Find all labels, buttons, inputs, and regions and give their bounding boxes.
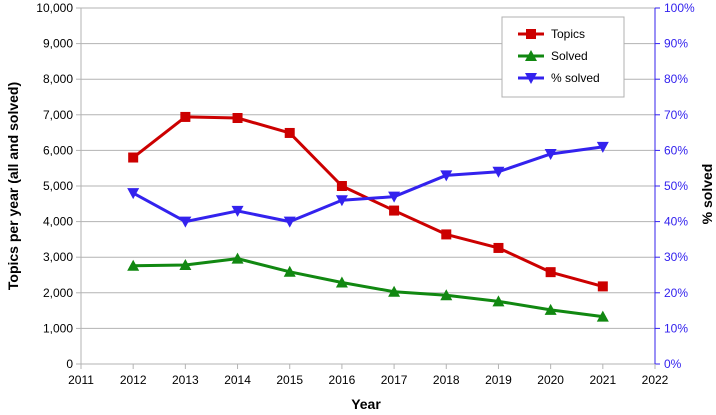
left-y-tick-label: 6,000 [43,143,73,157]
right-y-tick-label: 30% [664,250,688,264]
data-point [180,111,191,122]
data-point [545,267,556,278]
data-point [597,281,608,292]
series [127,111,609,322]
right-y-tick-label: 50% [664,179,688,193]
data-point [544,148,557,160]
data-point [440,170,453,182]
data-point [283,265,296,277]
left-y-tick-label: 9,000 [43,37,73,51]
x-tick-label: 2017 [381,373,408,387]
x-tick-label: 2018 [433,373,460,387]
right-y-tick-label: 10% [664,321,688,335]
left-y-tick-label: 3,000 [43,250,73,264]
data-point [283,216,296,228]
left-y-tick-label: 8,000 [43,72,73,86]
x-tick-labels: 2011 2012 2013 2014 2015 2016 2017 2018 2019 2020… [68,373,669,387]
x-axis-title: Year [351,396,381,412]
data-point [441,229,452,240]
right-y-tick-labels: 0% 10% 20% 30% 40% 50% 60% 70% 80% 90% 100% [664,1,695,371]
series-line [133,257,604,319]
x-tick-label: 2011 [68,373,94,387]
x-tick-label: 2012 [120,373,147,387]
left-y-tick-label: 2,000 [43,286,73,300]
series-1 [127,252,609,322]
legend-swatch-marker [525,50,537,61]
left-y-tick-label: 4,000 [43,215,73,229]
legend-item: % solved [518,71,600,85]
right-y-tick-label: 90% [664,37,688,51]
legend-item: Solved [518,49,588,63]
legend-item: Topics [518,27,585,41]
data-point [492,166,505,178]
right-y-tick-label: 100% [664,1,695,15]
data-point [127,188,140,200]
right-y-tick-label: 70% [664,108,688,122]
data-point [335,276,348,288]
legend-label: % solved [551,71,600,85]
x-tick-label: 2020 [537,373,564,387]
left-y-tick-label: 1,000 [43,321,73,335]
data-point [179,216,192,228]
right-y-tick-label: 20% [664,286,688,300]
data-point [231,252,244,264]
series-line [132,145,604,224]
data-point [493,242,504,253]
left-y-tick-label: 7,000 [43,108,73,122]
x-tick-label: 2013 [172,373,199,387]
right-y-axis-title: % solved [699,164,715,225]
series-2 [127,141,609,228]
data-point [336,181,347,191]
data-point [127,259,140,271]
data-point [231,205,244,217]
data-point [284,127,295,138]
right-y-tick-label: 40% [664,215,688,229]
data-point [388,191,401,203]
x-tick-label: 2019 [485,373,512,387]
data-point [492,295,505,307]
data-point [544,303,557,315]
legend: Topics Solved % solved [501,16,625,98]
x-tick-label: 2016 [329,373,356,387]
series-line [132,115,604,288]
right-y-tick-label: 60% [664,143,688,157]
data-point [389,205,400,216]
axes [76,7,660,369]
left-y-tick-labels: 0 1,000 2,000 3,000 4,000 5,000 6,000 7,000 8,00… [36,1,73,371]
x-tick-label: 2021 [589,373,616,387]
left-y-tick-label: 5,000 [43,179,73,193]
legend-label: Topics [551,27,585,41]
data-point [179,259,192,271]
x-tick-label: 2015 [276,373,303,387]
data-point [596,310,609,322]
left-y-tick-label: 0 [66,357,73,371]
x-tick-label: 2014 [224,373,251,387]
x-tick-label: 2022 [642,373,669,387]
data-point [596,141,609,153]
data-point [335,195,348,207]
data-point [388,285,401,297]
right-y-tick-label: 0% [664,357,682,371]
legend-label: Solved [551,49,588,63]
legend-swatch-marker [526,29,536,39]
data-point [232,113,243,124]
left-y-axis-title: Topics per year (all and solved) [5,82,21,290]
legend-swatch-marker [525,73,537,84]
left-y-tick-label: 10,000 [36,1,73,15]
right-y-tick-label: 80% [664,72,688,86]
data-point [440,289,453,301]
data-point [128,152,139,163]
